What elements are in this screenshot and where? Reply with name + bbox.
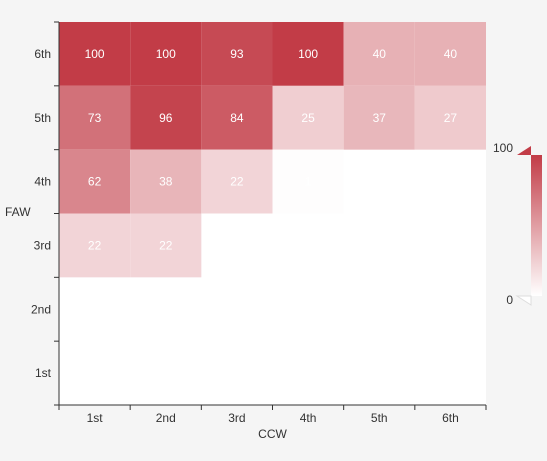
x-tick-label: 3rd (228, 411, 245, 425)
heatmap-cell[interactable] (414, 85, 486, 150)
x-tick-label: 2nd (156, 411, 176, 425)
cell-value-label: 73 (88, 111, 102, 125)
cell-value-label: 22 (159, 238, 173, 252)
cell-value-label: 25 (301, 111, 315, 125)
axes-layer: 1st 2nd 3rd 4th 5th 6th 1st 2nd 3rd 4th 5th 6th (31, 21, 487, 425)
cell-value-label: 100 (85, 47, 105, 61)
heatmap-cell[interactable] (272, 22, 344, 86)
cell-value-label: 62 (88, 175, 102, 189)
cell-value-label: 84 (230, 111, 244, 125)
cell-value-label: 38 (159, 175, 173, 189)
heatmap-cell[interactable] (59, 213, 131, 278)
cell-value-label: 93 (230, 47, 244, 61)
visual-map-handle-bottom[interactable] (515, 295, 532, 306)
y-tick-label: 3rd (34, 238, 51, 252)
x-tick-label: 5th (371, 411, 388, 425)
y-tick-label: 4th (34, 175, 51, 189)
cell-value-label: 40 (444, 47, 458, 61)
cell-value-label: 1 (305, 175, 312, 189)
heatmap-cell[interactable] (201, 22, 273, 86)
heatmap-cell[interactable] (59, 85, 131, 150)
heatmap-cell[interactable] (59, 149, 131, 214)
heatmap-cell[interactable] (343, 85, 415, 150)
visual-map-bar[interactable] (531, 155, 542, 296)
heatmap-cell[interactable] (130, 213, 202, 278)
cell-value-label: 27 (444, 111, 458, 125)
cell-value-label: 37 (373, 111, 387, 125)
visual-map-max-label: 100 (493, 141, 513, 155)
visual-map-handle-top[interactable] (517, 146, 531, 155)
x-tick-label: 1st (87, 411, 104, 425)
y-axis-label: FAW (5, 205, 31, 219)
y-tick-label: 6th (34, 47, 51, 61)
heatmap-cell[interactable] (201, 149, 273, 214)
cell-value-label: 100 (298, 47, 318, 61)
heatmap-cell[interactable] (130, 85, 202, 150)
x-tick-label: 4th (300, 411, 317, 425)
x-tick-label: 6th (442, 411, 459, 425)
cell-value-label: 96 (159, 111, 173, 125)
cells-layer: 100 100 93 100 40 40 73 96 84 25 37 27 62 38 22 1 22 22 (59, 22, 486, 278)
heatmap-cell[interactable] (201, 85, 273, 150)
cell-value-label: 22 (88, 238, 102, 252)
cell-value-label: 100 (156, 47, 176, 61)
heatmap-cell[interactable] (272, 85, 344, 150)
y-tick-label: 2nd (31, 302, 51, 316)
visual-map-min-label: 0 (506, 293, 513, 307)
y-tick-label: 1st (35, 366, 52, 380)
cell-value-label: 22 (230, 175, 244, 189)
heatmap-cell[interactable] (59, 22, 131, 86)
heatmap-cell[interactable] (343, 22, 415, 86)
x-axis-label: CCW (258, 427, 287, 441)
heatmap-cell[interactable] (272, 149, 344, 214)
y-tick-label: 5th (34, 111, 51, 125)
heatmap-cell[interactable] (130, 149, 202, 214)
heatmap-cell[interactable] (414, 22, 486, 86)
heatmap-cell[interactable] (130, 22, 202, 86)
cell-value-label: 40 (373, 47, 387, 61)
visual-map[interactable]: 100 0 (493, 141, 542, 307)
